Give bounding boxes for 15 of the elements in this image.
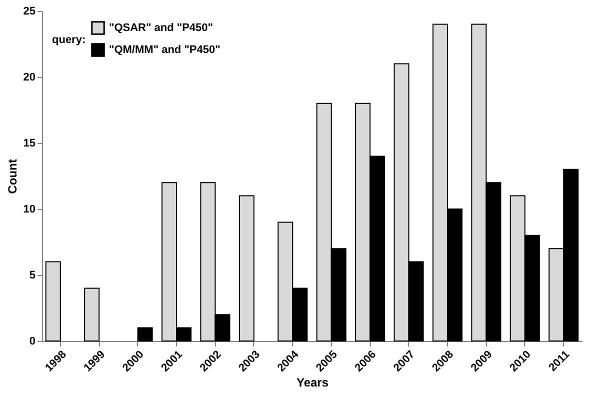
y-tick-label: 20: [23, 72, 36, 84]
legend-label: "QSAR" and "P450": [109, 22, 214, 34]
bar: [238, 195, 254, 342]
y-tick-label: 15: [23, 138, 36, 150]
bar: [137, 327, 153, 342]
legend-label: "QM/MM" and "P450": [109, 44, 220, 56]
bar: [84, 288, 100, 342]
y-tick-label: 5: [29, 270, 36, 282]
y-tick-label: 25: [23, 6, 36, 18]
y-tick-label: 0: [29, 336, 36, 348]
bar: [45, 261, 61, 342]
x-axis-title: Years: [296, 376, 329, 390]
y-axis-title: Count: [5, 159, 20, 194]
y-tick-label: 10: [23, 204, 36, 216]
legend-title: query:: [52, 34, 86, 46]
